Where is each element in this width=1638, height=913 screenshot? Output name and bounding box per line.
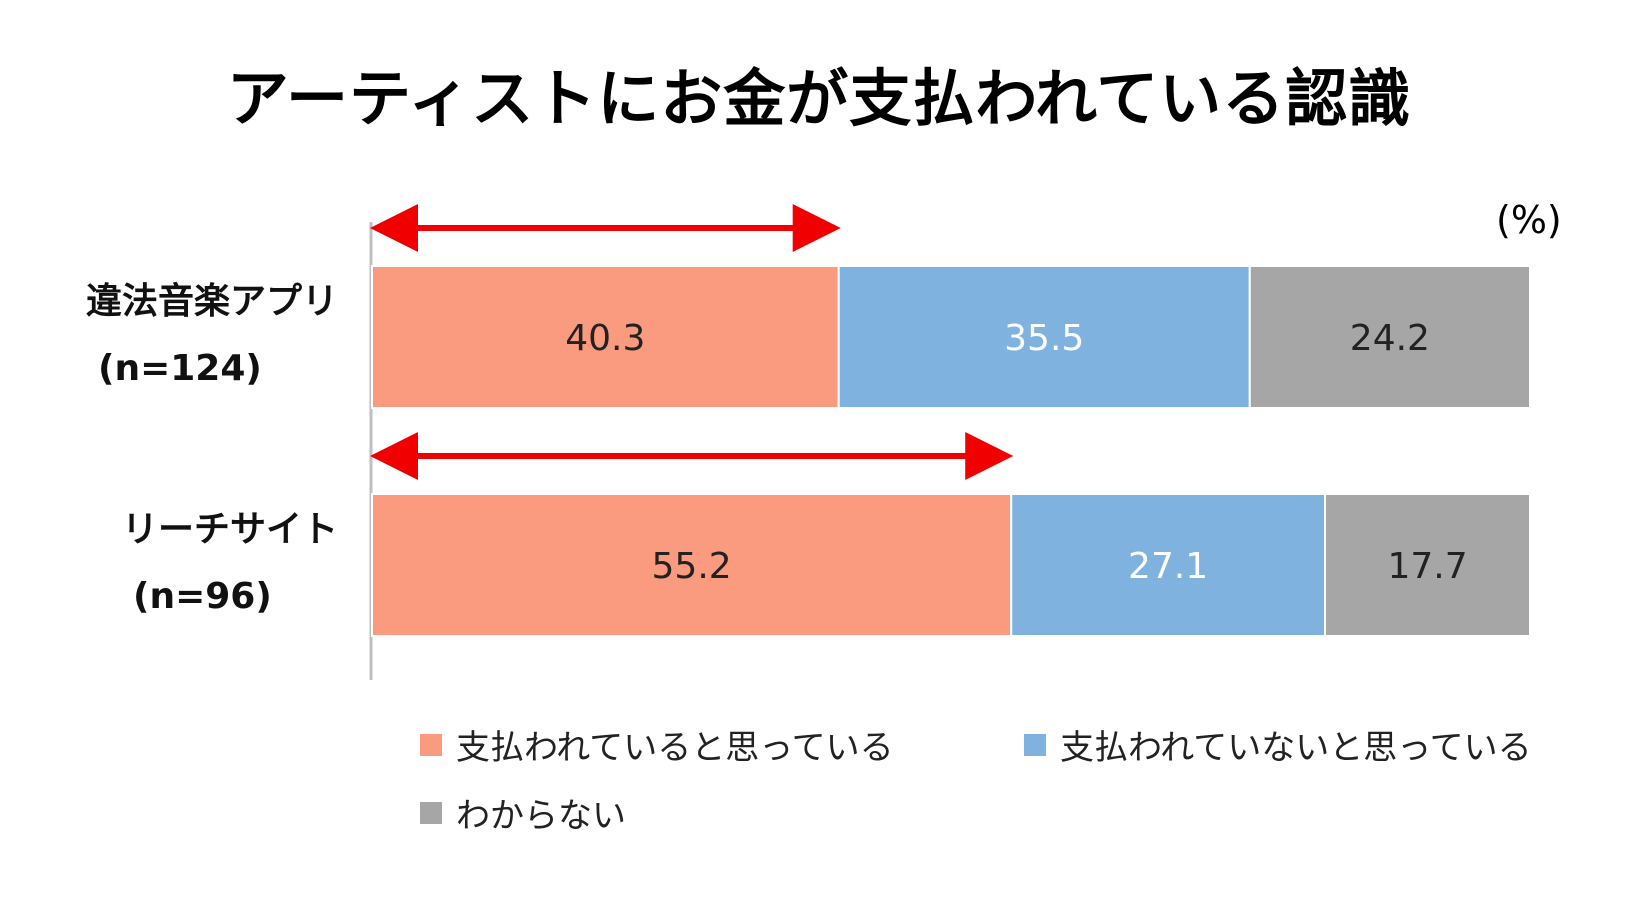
legend-item-paid: 支払われていると思っている	[420, 720, 894, 769]
data-label-unknown-row-2: 17.7	[1387, 546, 1467, 587]
legend-swatch-paid	[420, 733, 442, 756]
data-label-paid-row-1: 40.3	[565, 318, 645, 359]
bar-unknown-row-1	[1248, 265, 1532, 409]
legend-swatch-not-paid	[1024, 733, 1046, 756]
bar-not-paid-row-1	[837, 265, 1251, 409]
row-n-illegal-app: (n=124)	[98, 348, 262, 389]
data-label-not-paid-row-1: 35.5	[1004, 318, 1084, 359]
bar-paid-row-2	[371, 493, 1013, 637]
legend-label-paid: 支払われていると思っている	[456, 728, 894, 768]
legend-item-unknown: わからない	[420, 788, 626, 837]
legend-item-not-paid: 支払われていないと思っている	[1024, 720, 1532, 769]
bar-unknown-row-2	[1324, 493, 1532, 637]
row-label-reach-site: リーチサイト	[121, 509, 338, 550]
bar-paid-row-1	[371, 265, 840, 409]
unit-label: (%)	[1496, 198, 1562, 242]
data-label-unknown-row-1: 24.2	[1350, 318, 1430, 359]
row-n-reach-site: (n=96)	[133, 576, 272, 617]
row-label-illegal-app: 違法音楽アプリ	[85, 281, 338, 322]
data-label-paid-row-2: 55.2	[652, 546, 732, 587]
bar-not-paid-row-2	[1010, 493, 1327, 637]
legend-label-not-paid: 支払われていないと思っている	[1060, 728, 1532, 768]
legend-swatch-unknown	[420, 801, 442, 824]
data-label-not-paid-row-2: 27.1	[1128, 546, 1208, 587]
chart-title: アーティストにお金が支払われている認識	[226, 62, 1412, 135]
legend-label-unknown: わからない	[456, 796, 626, 836]
